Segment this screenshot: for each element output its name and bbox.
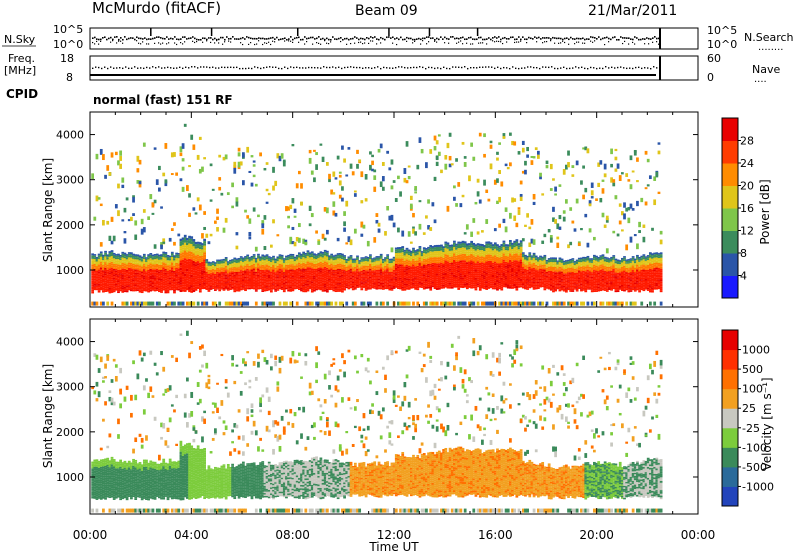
colorbar-tick-label: 16 <box>740 202 754 215</box>
colorbar-tick-label: 20 <box>740 180 754 193</box>
time-axis: 00:00 04:00 08:00 12:00 16:00 20:00 00:00 <box>73 112 716 542</box>
time-tick-label: 12:00 <box>377 528 412 542</box>
colorbar-tick-label: -100 <box>742 441 767 454</box>
cpid-label: CPID <box>6 87 38 101</box>
nave-tick-bottom: 0 <box>707 71 714 84</box>
colorbar-segment <box>722 208 738 231</box>
nave-tick-top: 60 <box>707 52 721 65</box>
y-tick-label: 3000 <box>56 174 84 187</box>
colorbar-segment <box>722 408 738 429</box>
power-colorbar: 4 8 12 16 20 24 28 Power [dB] <box>721 117 772 299</box>
colorbar-segment <box>722 163 738 186</box>
nave-legend: .... <box>754 74 767 85</box>
time-axis-label: Time UT <box>368 540 419 554</box>
nsky-tick-bottom: 10^0 <box>53 38 83 51</box>
colorbar-segment <box>722 427 738 448</box>
velocity-cbar-label: Velocity [m s⁻¹] <box>760 377 774 470</box>
colorbar-tick-label: -500 <box>742 461 767 474</box>
colorbar-tick-label: 8 <box>740 247 747 260</box>
freq-trace <box>92 56 661 80</box>
nsky-strip: N.Sky 10^5 10^0 10^5 10^0 N.Search .....… <box>2 23 794 53</box>
time-tick-label: 20:00 <box>579 528 614 542</box>
velocity-ylabel: Slant Range [km] <box>41 364 55 468</box>
colorbar-tick-label: 12 <box>740 225 754 238</box>
y-tick-label: 1000 <box>56 471 84 484</box>
colorbar-segment <box>722 466 738 487</box>
time-tick-label: 16:00 <box>478 528 513 542</box>
velocity-colorbar: 1000 500 100 25 -25 -100 -500 -1000 Velocity [m… <box>721 329 774 507</box>
station-title: McMurdo (fitACF) <box>92 0 221 17</box>
y-tick-label: 4000 <box>56 336 84 349</box>
colorbar-segment <box>722 486 738 507</box>
colorbar-tick-label: 4 <box>740 270 747 283</box>
colorbar-segment <box>722 253 738 276</box>
velocity-field <box>91 330 663 513</box>
colorbar-segment <box>722 185 738 209</box>
colorbar-segment <box>722 118 738 141</box>
colorbar-tick-label: 24 <box>740 157 754 170</box>
y-tick-label: 3000 <box>56 381 84 394</box>
nsearch-legend: ........ <box>758 42 783 53</box>
nsearch-tick-top: 10^5 <box>707 24 737 37</box>
colorbar-segment <box>722 330 738 351</box>
time-tick-label: 08:00 <box>275 528 310 542</box>
power-field <box>91 123 663 306</box>
colorbar-segment <box>722 388 738 409</box>
freq-strip: Freq. [MHz] 18 8 60 0 Nave .... <box>4 52 780 85</box>
colorbar-tick-label: 25 <box>742 402 756 415</box>
colorbar-segment <box>722 369 738 390</box>
velocity-y-axis: 1000 2000 3000 4000 <box>56 336 698 484</box>
freq-tick-top: 18 <box>60 52 74 65</box>
colorbar-tick-label: -1000 <box>742 480 774 493</box>
freq-unit: [MHz] <box>4 64 36 77</box>
nave-label: Nave <box>752 63 780 76</box>
colorbar-tick-label: 28 <box>740 135 754 148</box>
power-y-axis: 1000 2000 3000 4000 <box>56 129 698 277</box>
time-tick-label: 04:00 <box>174 528 209 542</box>
freq-label: Freq. <box>8 52 35 65</box>
nsearch-tick-bottom: 10^0 <box>707 38 737 51</box>
power-ylabel: Slant Range [km] <box>41 158 55 262</box>
nsky-tick-top: 10^5 <box>53 23 83 36</box>
time-tick-label: 00:00 <box>681 528 716 542</box>
colorbar-segment <box>722 275 738 299</box>
colorbar-tick-label: -25 <box>742 422 760 435</box>
colorbar-segment <box>722 447 738 468</box>
power-cbar-label: Power [dB] <box>758 179 772 244</box>
cpid-value: normal (fast) 151 RF <box>93 93 233 107</box>
power-panel: 1000 2000 3000 4000 Slant Range [km] <box>41 111 699 308</box>
colorbar-tick-label: 500 <box>742 363 763 376</box>
freq-tick-bottom: 8 <box>66 71 73 84</box>
y-tick-label: 4000 <box>56 129 84 142</box>
colorbar-segment <box>722 349 738 370</box>
date-title: 21/Mar/2011 <box>588 3 677 19</box>
y-tick-label: 1000 <box>56 264 84 277</box>
colorbar-tick-label: 1000 <box>742 344 770 357</box>
velocity-panel: 1000 2000 3000 4000 Slant Range [km] <box>41 318 699 515</box>
time-tick-label: 00:00 <box>73 528 108 542</box>
colorbar-segment <box>722 140 738 164</box>
nsky-trace <box>92 28 661 49</box>
nsky-label: N.Sky <box>4 33 36 46</box>
y-tick-label: 2000 <box>56 219 84 232</box>
colorbar-tick-label: 100 <box>742 383 763 396</box>
y-tick-label: 2000 <box>56 426 84 439</box>
nsearch-label: N.Search <box>744 31 794 44</box>
beam-title: Beam 09 <box>355 3 418 19</box>
colorbar-segment <box>722 230 738 254</box>
